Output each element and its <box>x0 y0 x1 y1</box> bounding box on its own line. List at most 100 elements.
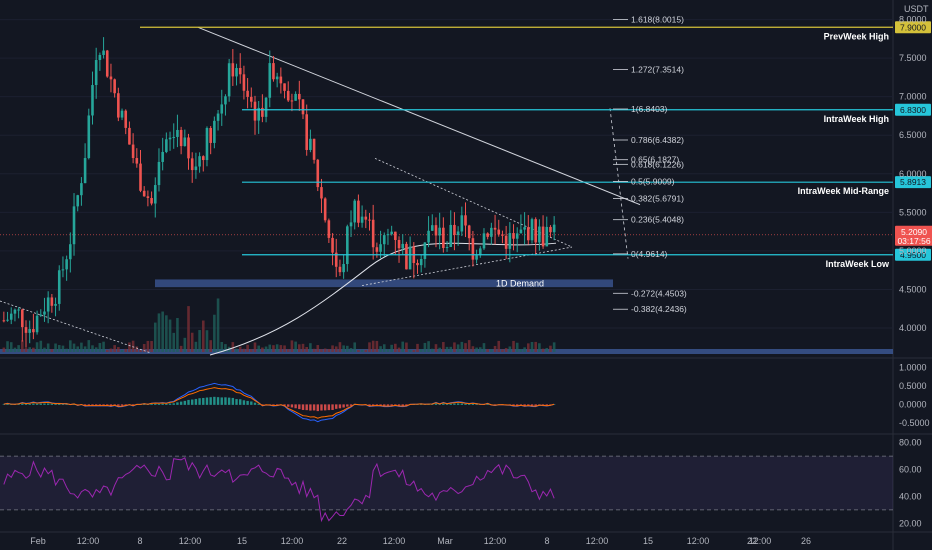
time-tick-label: 12:00 <box>179 536 202 546</box>
macd-histogram-bar <box>183 400 187 405</box>
macd-histogram-bar <box>523 404 526 406</box>
volume-bar <box>353 342 357 352</box>
macd-histogram-bar <box>346 404 349 407</box>
volume-bar <box>508 346 512 352</box>
macd-histogram-bar <box>35 403 39 405</box>
volume-bar <box>320 349 323 352</box>
rsi-tick-label: 60.00 <box>899 465 922 475</box>
macd-histogram-bar <box>405 404 408 406</box>
demand-zone-label: 1D Demand <box>496 278 544 288</box>
macd-histogram-bar <box>442 403 445 405</box>
candle-body <box>2 320 6 322</box>
volume-bar <box>220 342 224 352</box>
volume-bar <box>390 344 393 352</box>
time-tick-label: 8 <box>544 536 549 546</box>
volume-bar <box>327 348 331 352</box>
volume-bar <box>61 345 65 352</box>
volume-bar <box>91 345 94 352</box>
volume-bar <box>83 346 87 352</box>
volume-bar <box>379 346 382 352</box>
volume-bar <box>13 347 17 352</box>
macd-histogram-bar <box>28 403 31 405</box>
volume-bar <box>493 345 497 352</box>
candle-body <box>456 231 460 235</box>
macd-histogram-bar <box>545 404 548 406</box>
macd-histogram-bar <box>468 404 471 405</box>
volume-bar <box>201 320 205 352</box>
candle-body <box>113 79 116 94</box>
volume-bar <box>416 343 419 352</box>
time-tick-label: 12:00 <box>383 536 406 546</box>
candle-body <box>72 206 76 245</box>
volume-bar <box>364 349 368 352</box>
volume-bar <box>35 342 39 352</box>
macd-histogram-bar <box>434 403 438 405</box>
macd-histogram-bar <box>65 404 68 405</box>
candle-body <box>6 319 9 321</box>
macd-histogram-bar <box>298 404 301 410</box>
volume-bar <box>427 341 430 352</box>
candle-body <box>157 161 161 186</box>
volume-bar <box>368 342 371 352</box>
price-axis[interactable]: 8.0000 7.5000 7.0000 6.5000 6.0000 5.5000 5.00… <box>899 15 927 333</box>
macd-histogram-bar <box>21 403 24 405</box>
macd-histogram-bar <box>456 403 460 405</box>
volume-bar <box>272 345 275 352</box>
price-tick-label: 4.0000 <box>899 323 927 333</box>
macd-histogram-bar <box>83 404 87 406</box>
candle-body <box>165 139 168 152</box>
rsi-line <box>3 457 555 523</box>
macd-histogram-bar <box>394 404 397 406</box>
macd-histogram-bar <box>224 397 227 405</box>
volume-bar <box>430 348 434 352</box>
volume-bar <box>312 348 316 352</box>
volume-bar <box>131 340 135 352</box>
candle-body <box>486 233 489 237</box>
volume-bar <box>519 349 523 352</box>
volume-bar <box>375 340 379 352</box>
level-label: PrevWeek High <box>824 31 889 41</box>
volume-bar <box>342 345 345 352</box>
macd-histogram-bar <box>24 404 28 405</box>
volume-bar <box>501 349 504 352</box>
level-label: IntraWeek High <box>824 114 889 124</box>
volume-bar <box>161 311 164 352</box>
candle-body <box>460 215 464 232</box>
macd-histogram-bar <box>168 403 172 405</box>
candle-body <box>102 50 105 55</box>
macd-histogram-bar <box>383 404 386 406</box>
time-tick-label: 8 <box>137 536 142 546</box>
fib-label: 0.236(5.4048) <box>631 215 684 225</box>
fib-label: 0.65(6.1827) <box>631 155 679 165</box>
macd-histogram-bar <box>460 403 464 405</box>
macd-histogram-bar <box>198 398 201 405</box>
candle-body <box>257 107 260 121</box>
macd-histogram-bar <box>50 403 54 405</box>
macd-histogram-bar <box>335 404 338 409</box>
macd-histogram-bar <box>109 404 113 406</box>
volume-bar <box>102 341 105 352</box>
volume-bar <box>54 343 57 352</box>
macd-histogram-bar <box>401 404 404 406</box>
volume-bar <box>309 343 312 352</box>
time-axis[interactable]: Feb 12:00 8 12:00 15 12:00 22 12:00 Mar 12:00 8 12:… <box>30 536 811 546</box>
candle-body <box>549 226 552 233</box>
candle-body <box>83 158 87 184</box>
candle-body <box>24 327 28 333</box>
candle-body <box>408 246 412 270</box>
candle-body <box>478 248 482 256</box>
volume-bar <box>323 348 327 352</box>
macd-histogram-bar <box>375 404 379 406</box>
macd-tick-label: 0.5000 <box>899 381 927 391</box>
fib-label: 0(4.9614) <box>631 249 668 259</box>
macd-histogram-bar <box>131 404 135 406</box>
macd-histogram-bar <box>530 404 534 406</box>
candle-body <box>508 233 512 249</box>
candle-body <box>131 144 135 159</box>
macd-histogram-bar <box>449 403 452 405</box>
volume-bar <box>405 342 408 352</box>
candle-body <box>482 233 486 249</box>
candle-body <box>32 329 35 333</box>
volume-bar <box>298 344 301 352</box>
